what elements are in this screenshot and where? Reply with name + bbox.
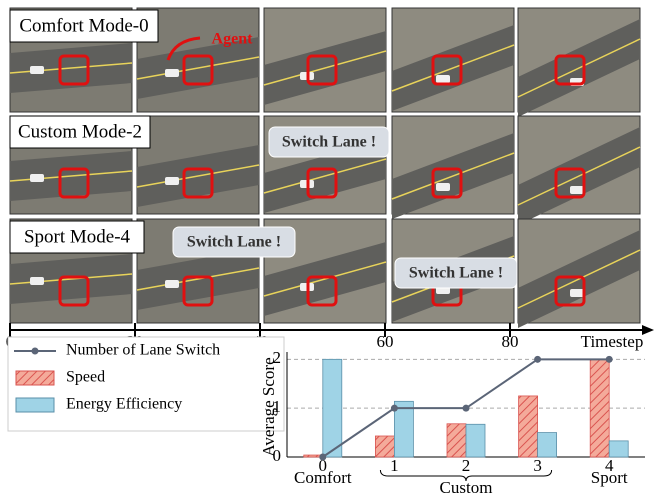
- mode-label: Sport Mode-4: [24, 226, 131, 247]
- bar: [466, 424, 485, 457]
- timeline-arrow: [642, 325, 654, 335]
- group-label: Sport: [591, 468, 628, 487]
- timeline-label: Timestep: [581, 332, 644, 351]
- car: [30, 277, 44, 285]
- figure: Comfort Mode-0 Custom Mode-2 Sport Mode-…: [0, 0, 654, 496]
- timeline-tick-label: 60: [377, 332, 394, 351]
- legend-label: Speed: [66, 369, 105, 386]
- legend-swatch: [16, 398, 54, 412]
- line-marker: [463, 405, 470, 412]
- bar: [447, 424, 466, 457]
- agent-label: Agent: [212, 31, 254, 48]
- legend-swatch: [16, 371, 54, 385]
- legend-marker: [32, 348, 39, 355]
- callout: Switch Lane !: [282, 134, 376, 151]
- line-marker: [534, 356, 541, 363]
- image-grid: [10, 8, 640, 328]
- car: [30, 66, 44, 74]
- callout: Switch Lane !: [187, 234, 281, 251]
- bar: [375, 436, 394, 457]
- line-marker: [319, 454, 326, 461]
- bar: [519, 396, 538, 457]
- car: [165, 177, 179, 185]
- timeline-tick-label: 80: [502, 332, 519, 351]
- car: [436, 183, 450, 191]
- y-tick-label: 0: [273, 446, 282, 465]
- legend: Number of Lane Switch Speed Energy Efficie…: [8, 337, 284, 431]
- x-tick-label: 3: [533, 456, 542, 475]
- car: [165, 280, 179, 288]
- x-tick-label: 2: [462, 456, 471, 475]
- y-tick-label: 1: [273, 397, 282, 416]
- bar: [538, 433, 557, 457]
- car: [570, 186, 584, 194]
- bar: [609, 441, 628, 457]
- car: [165, 69, 179, 77]
- car: [570, 289, 584, 297]
- group-label: Comfort: [294, 468, 352, 487]
- callout: Switch Lane !: [409, 265, 503, 282]
- line-marker: [606, 356, 613, 363]
- mode-label: Custom Mode-2: [18, 121, 142, 142]
- legend-label: Energy Efficiency: [66, 396, 182, 413]
- bar: [323, 359, 342, 457]
- legend-label: Number of Lane Switch: [66, 342, 220, 359]
- y-tick-label: 2: [273, 348, 282, 367]
- bar: [590, 359, 609, 457]
- x-tick-label: 1: [390, 456, 399, 475]
- car: [436, 75, 450, 83]
- car: [30, 174, 44, 182]
- mode-label: Comfort Mode-0: [19, 15, 148, 36]
- line-marker: [391, 405, 398, 412]
